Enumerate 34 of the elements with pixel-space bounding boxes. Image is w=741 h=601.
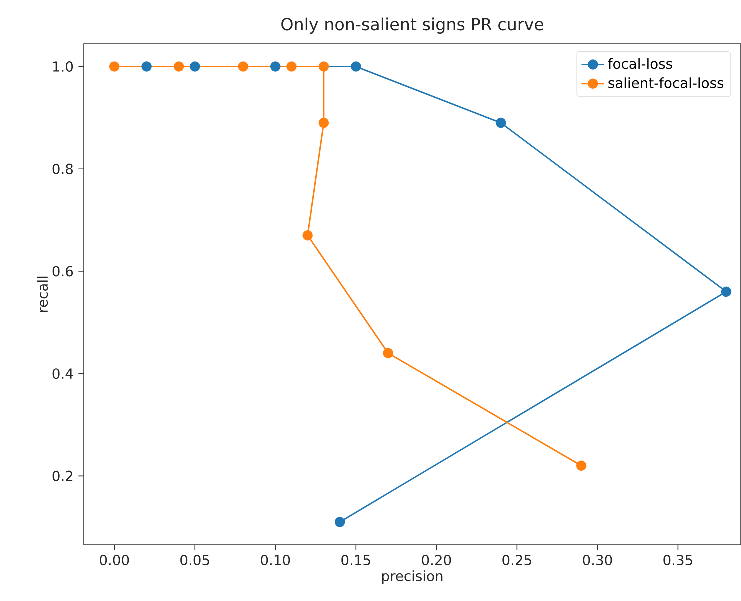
- legend-label: salient-focal-loss: [608, 78, 724, 88]
- point: [318, 62, 330, 72]
- x-tick-label: 0.35: [664, 555, 692, 566]
- point: [190, 62, 200, 72]
- point: [142, 62, 152, 72]
- x-tick-label: 0.10: [261, 555, 290, 566]
- point: [383, 348, 394, 358]
- point: [496, 118, 506, 128]
- x-tick-label: 0.00: [100, 555, 130, 566]
- point: [238, 62, 249, 72]
- point: [109, 62, 120, 72]
- point: [174, 62, 184, 72]
- x-tick-label: 0.20: [422, 555, 452, 566]
- y-tick-label: 0.2: [52, 470, 73, 482]
- point: [351, 62, 362, 72]
- point: [334, 517, 346, 528]
- point: [576, 460, 587, 472]
- x-tick-label: 0.05: [180, 555, 210, 566]
- point: [302, 230, 313, 241]
- y-tick-label: 0.4: [52, 368, 74, 380]
- point: [318, 118, 330, 128]
- y-axis-title: recall: [37, 276, 48, 312]
- y-tick-label: 1.0: [53, 62, 74, 72]
- y-tick-label: 0.6: [52, 266, 74, 277]
- point: [286, 62, 297, 72]
- x-tick-label: 0.30: [583, 555, 612, 566]
- legend-label: focal-loss: [608, 58, 672, 70]
- point: [270, 62, 281, 72]
- x-tick-label: 0.15: [342, 555, 370, 566]
- chart-title: Only non-salient signs PR curve: [282, 18, 544, 34]
- y-tick-label: 0.8: [52, 164, 73, 174]
- x-tick-label: 0.25: [502, 555, 532, 566]
- point: [721, 286, 732, 298]
- x-axis-title: precision: [382, 570, 443, 584]
